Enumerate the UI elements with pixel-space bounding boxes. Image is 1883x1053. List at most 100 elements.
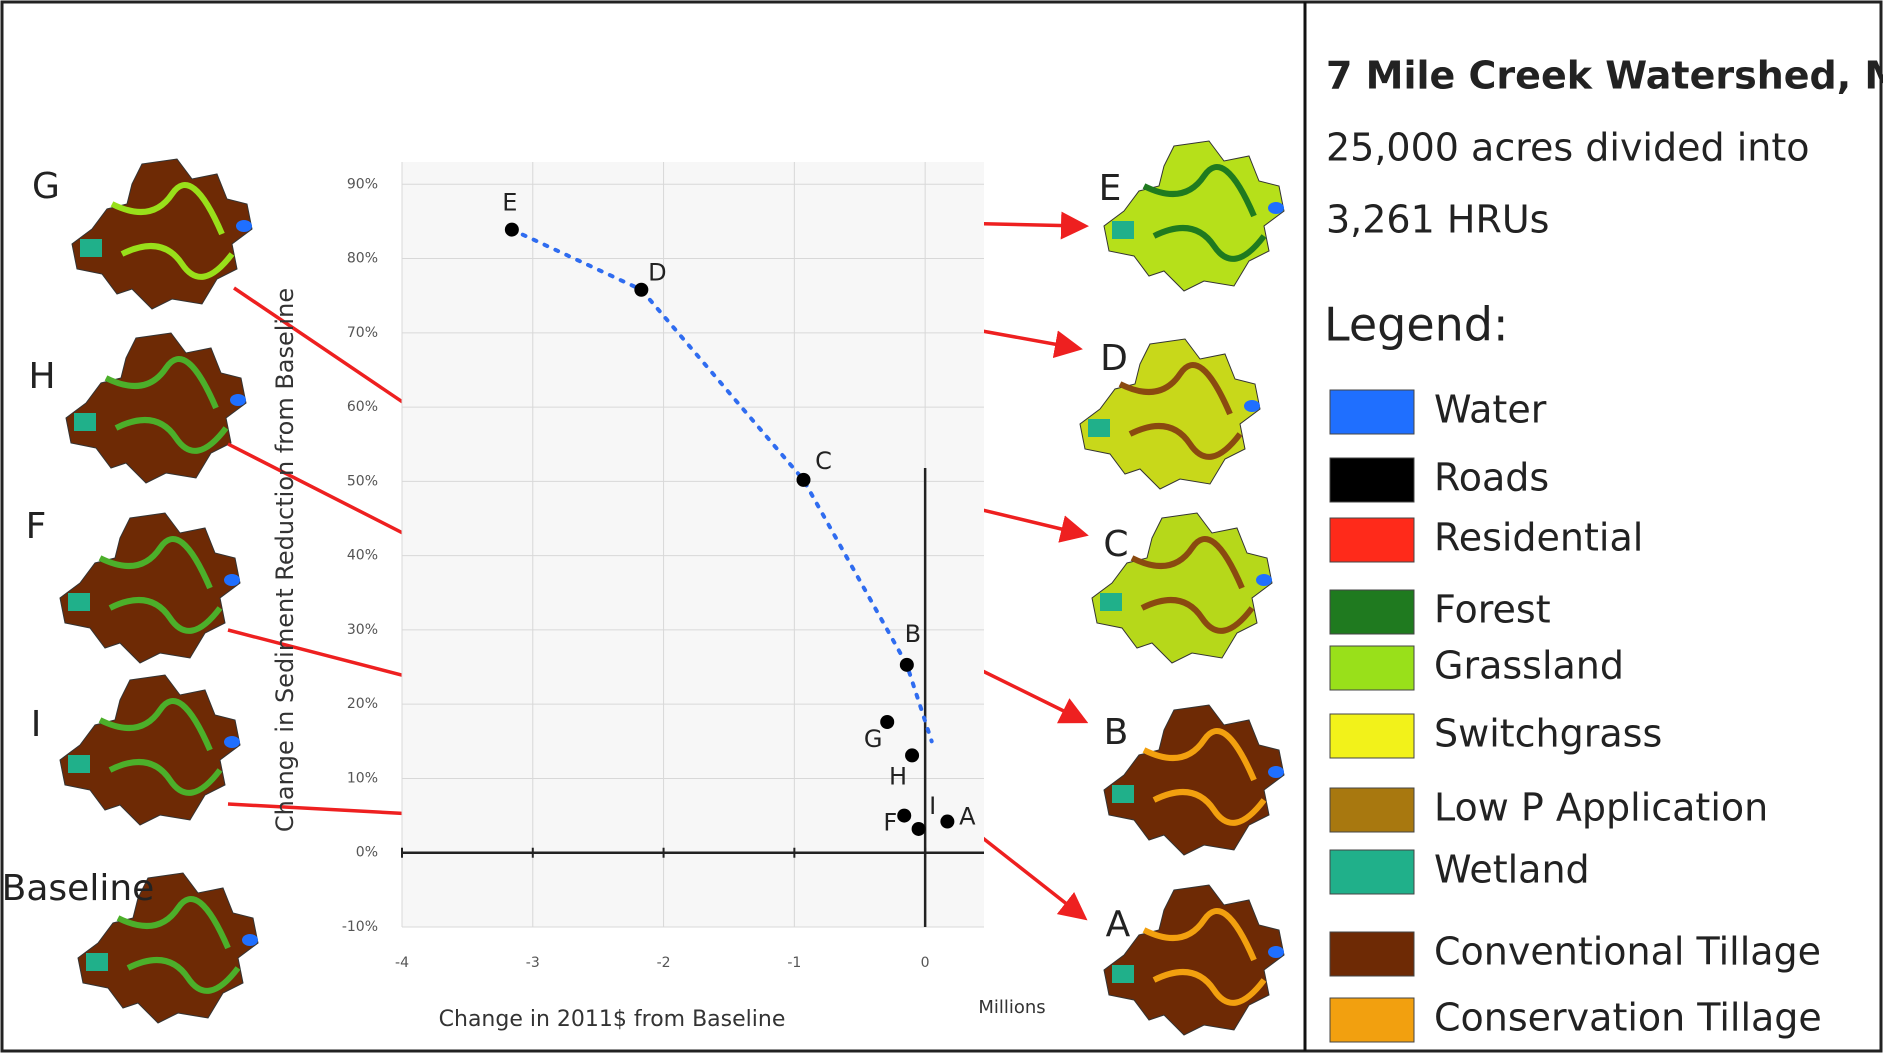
y-tick-label: 80%: [347, 251, 378, 267]
map-wetland: [74, 413, 96, 431]
y-tick-label: 0%: [356, 845, 378, 861]
data-point: [905, 748, 919, 762]
legend-label: Conservation Tillage: [1434, 996, 1822, 1040]
x-tick-label: -4: [395, 955, 409, 971]
map-water: [1256, 574, 1272, 586]
x-tick-label: -1: [787, 955, 801, 971]
legend-swatch: [1330, 850, 1414, 894]
legend: 7 Mile Creek Watershed, MN 25,000 acres …: [1324, 54, 1883, 1043]
legend-swatch: [1330, 998, 1414, 1042]
legend-label: Roads: [1434, 456, 1549, 500]
map-thumbnail: [1104, 705, 1284, 855]
legend-swatch: [1330, 590, 1414, 634]
map-label: Baseline: [2, 868, 155, 909]
map-label: G: [32, 166, 60, 207]
map-thumbnail: [72, 159, 252, 309]
y-tick-label: 10%: [347, 770, 378, 786]
map-shape: [72, 159, 252, 309]
legend-label: Water: [1434, 388, 1547, 432]
map-label: D: [1100, 338, 1128, 379]
map-wetland: [1112, 965, 1134, 983]
data-point: [634, 283, 648, 297]
y-tick-label: -10%: [342, 919, 378, 935]
map-wetland: [1100, 593, 1122, 611]
map-label: F: [26, 506, 47, 547]
map-shape: [1104, 141, 1284, 291]
map-shape: [60, 513, 240, 663]
y-tick-label: 70%: [347, 325, 378, 341]
data-point: [897, 809, 911, 823]
point-label: C: [815, 447, 832, 475]
x-tick-label: -3: [526, 955, 540, 971]
legend-line: 25,000 acres divided into: [1326, 126, 1809, 170]
legend-heading: Legend:: [1324, 298, 1508, 352]
x-tick-label: 0: [921, 955, 930, 971]
legend-swatch: [1330, 390, 1414, 434]
map-shape: [60, 675, 240, 825]
data-point: [505, 223, 519, 237]
legend-swatch: [1330, 458, 1414, 502]
y-tick-label: 60%: [347, 399, 378, 415]
legend-label: Forest: [1434, 588, 1551, 632]
point-label: G: [864, 725, 883, 753]
plot: -10% 0% 10% 20% 30% 40% 50% 60% 70% 80% 90% -4 -3 -2 -…: [342, 162, 984, 971]
point-label: I: [929, 792, 936, 820]
map-water: [242, 934, 258, 946]
legend-label: Wetland: [1434, 848, 1590, 892]
point-label: B: [905, 620, 921, 648]
map-label: C: [1103, 524, 1128, 565]
map-wetland: [68, 755, 90, 773]
legend-swatch: [1330, 518, 1414, 562]
x-axis-label: Change in 2011$ from Baseline: [439, 1007, 786, 1032]
y-tick-label: 50%: [347, 473, 378, 489]
y-axis-label: Change in Sediment Reduction from Baseli…: [271, 288, 299, 832]
point-label: A: [959, 803, 976, 831]
map-thumbnail: [1104, 141, 1284, 291]
legend-label: Switchgrass: [1434, 712, 1662, 756]
point-label: H: [889, 762, 907, 790]
y-tick-label: 20%: [347, 696, 378, 712]
map-label: A: [1106, 904, 1131, 945]
map-water: [230, 394, 246, 406]
legend-label: Residential: [1434, 516, 1643, 560]
y-tick-label: 30%: [347, 622, 378, 638]
legend-swatch: [1330, 714, 1414, 758]
legend-swatch: [1330, 646, 1414, 690]
x-tick-label: -2: [657, 955, 671, 971]
legend-swatch: [1330, 932, 1414, 976]
map-wetland: [80, 239, 102, 257]
map-label: H: [28, 356, 55, 397]
map-water: [224, 574, 240, 586]
y-tick-label: 90%: [347, 176, 378, 192]
x-unit-label: Millions: [978, 997, 1045, 1018]
map-label: B: [1104, 712, 1129, 753]
map-thumbnail: [66, 333, 246, 483]
map-wetland: [1088, 419, 1110, 437]
point-label: F: [883, 809, 897, 837]
map-water: [1268, 946, 1284, 958]
map-wetland: [86, 953, 108, 971]
map-label: I: [31, 704, 42, 745]
data-point: [940, 815, 954, 829]
map-shape: [66, 333, 246, 483]
map-shape: [1104, 885, 1284, 1035]
point-label: D: [648, 259, 666, 287]
legend-label: Conventional Tillage: [1434, 930, 1821, 974]
map-thumbnail: [60, 513, 240, 663]
map-wetland: [68, 593, 90, 611]
map-water: [236, 220, 252, 232]
arrow: [970, 828, 1082, 916]
point-label: E: [502, 189, 517, 217]
map-thumbnail: [60, 675, 240, 825]
map-shape: [1104, 705, 1284, 855]
y-tick-label: 40%: [347, 548, 378, 564]
legend-label: Grassland: [1434, 644, 1624, 688]
legend-line: 3,261 HRUs: [1326, 198, 1549, 242]
data-point: [797, 473, 811, 487]
data-point: [912, 822, 926, 836]
figure: GHFIBaselineEDCBA -10%0%10%20%30%40%50%6…: [0, 0, 1883, 1053]
map-water: [1268, 202, 1284, 214]
data-point: [900, 658, 914, 672]
legend-label: Low P Application: [1434, 786, 1768, 830]
map-water: [1268, 766, 1284, 778]
